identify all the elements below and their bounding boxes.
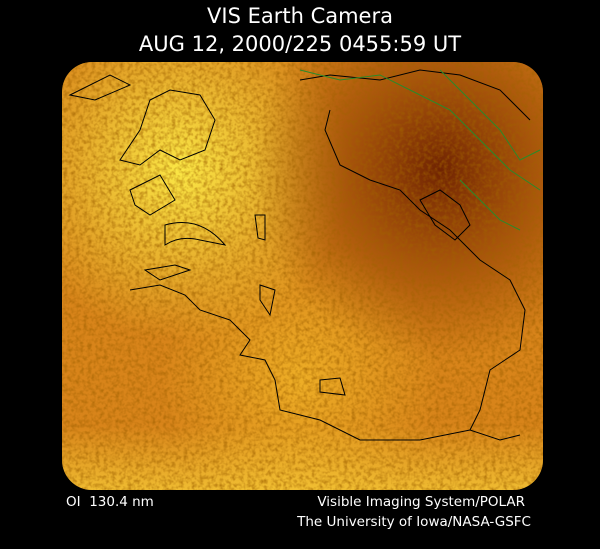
timestamp: AUG 12, 2000/225 0455:59 UT: [139, 32, 461, 56]
coastlines: [68, 69, 531, 441]
earth-image: [62, 62, 543, 490]
title: VIS Earth Camera: [207, 4, 393, 28]
wavelength: OI 130.4 nm: [66, 494, 154, 510]
borders: [299, 69, 541, 231]
instrument: Visible Imaging System/POLAR: [317, 494, 525, 510]
institution: The University of Iowa/NASA-GSFC: [296, 514, 531, 530]
